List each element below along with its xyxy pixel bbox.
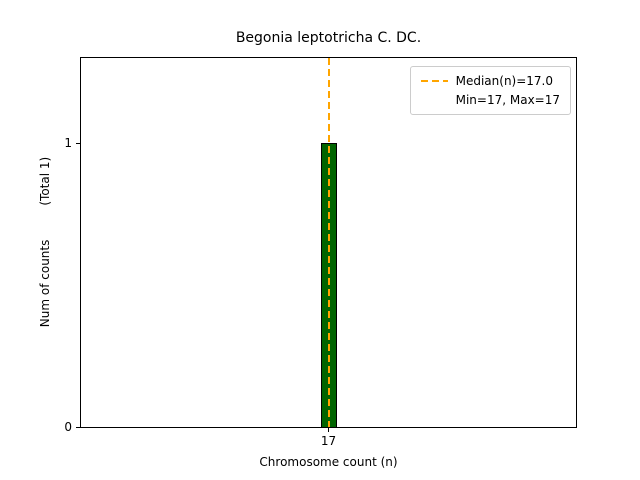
y-axis-label-text: Num of counts [38, 239, 52, 328]
x-tick-mark [328, 428, 329, 432]
y-axis-label-total: (Total 1) [38, 156, 52, 206]
y-tick-label: 0 [64, 420, 72, 434]
x-axis-label: Chromosome count (n) [259, 455, 398, 469]
legend-item-median: Median(n)=17.0 [420, 74, 560, 88]
legend-sample-spacer [421, 99, 448, 101]
chart-title: Begonia leptotricha C. DC. [235, 30, 422, 46]
legend-label-median: Median(n)=17.0 [455, 74, 553, 88]
legend: Median(n)=17.0 Min=17, Max=17 [409, 66, 571, 115]
y-tick-label: 1 [64, 136, 72, 151]
legend-label-minmax: Min=17, Max=17 [455, 93, 560, 107]
plot-area: 0 1 17 Median(n)=17.0 Min=17, Max=17 [64, 57, 577, 448]
y-tick-mark [76, 426, 80, 428]
y-tick-mark [76, 142, 80, 144]
dashed-line-icon [420, 80, 448, 82]
x-tick-label: 17 [320, 434, 337, 448]
median-line [327, 58, 330, 427]
legend-item-minmax: Min=17, Max=17 [421, 93, 560, 107]
y-axis-label: Num of counts (Total 1) [38, 157, 52, 327]
